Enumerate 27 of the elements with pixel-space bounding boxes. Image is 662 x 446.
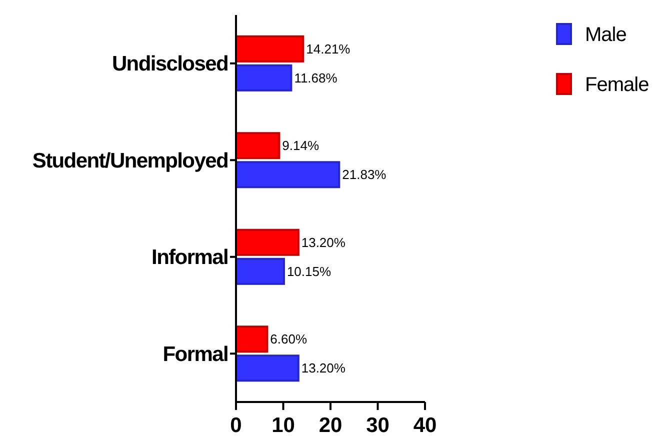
y-tick-label: Informal <box>152 246 228 270</box>
data-label: 6.60% <box>270 332 308 347</box>
data-label: 14.21% <box>306 41 351 56</box>
bar <box>235 35 304 62</box>
x-tick-label: 30 <box>366 414 390 437</box>
legend-label: Female <box>585 74 650 96</box>
x-tick-label: 20 <box>318 414 342 437</box>
data-label: 11.68% <box>294 70 338 86</box>
x-tick-label: 40 <box>413 414 437 437</box>
bar <box>235 64 292 92</box>
y-tick-label: Student/Unemployed <box>32 149 228 172</box>
bar <box>235 326 268 353</box>
bar <box>235 228 300 256</box>
data-label: 13.20% <box>301 360 346 376</box>
bar <box>235 161 340 188</box>
x-tick-label: 10 <box>272 414 295 437</box>
legend-label: Male <box>585 24 627 46</box>
bar <box>235 354 300 382</box>
data-label: 21.83% <box>342 167 387 182</box>
data-label: 9.14% <box>282 138 320 154</box>
x-tick-label: 0 <box>230 414 242 437</box>
data-label: 10.15% <box>286 264 332 279</box>
bar <box>235 132 280 160</box>
bar <box>235 258 285 285</box>
data-label: 13.20% <box>301 234 346 250</box>
y-tick-label: Undisclosed <box>112 52 228 76</box>
y-tick-label: Formal <box>162 342 228 366</box>
